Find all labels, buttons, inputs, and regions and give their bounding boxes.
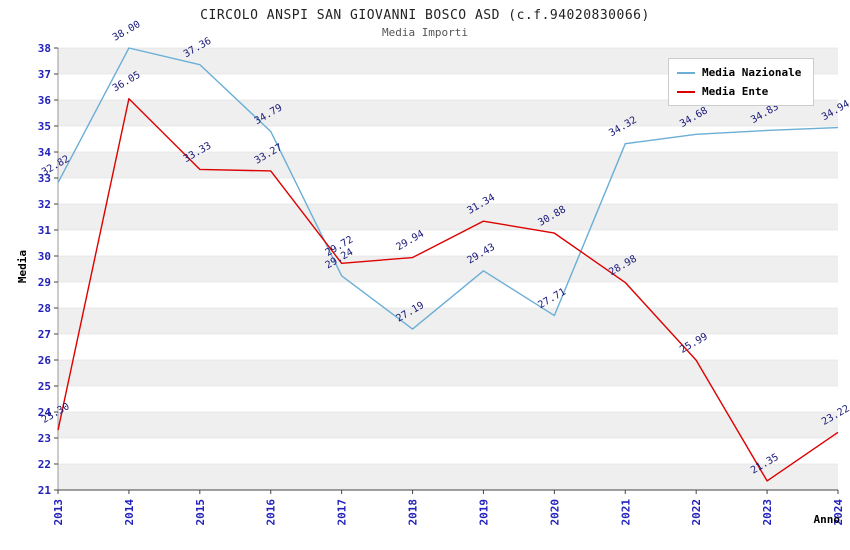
y-tick-label: 34 [38, 146, 52, 159]
x-tick-label: 2023 [761, 499, 774, 526]
x-tick-label: 2014 [123, 499, 136, 526]
plot-band [58, 464, 838, 490]
plot-band [58, 204, 838, 230]
chart-subtitle: Media Importi [381, 26, 469, 39]
legend-label: Media Nazionale [702, 66, 802, 79]
legend-line-sample-red [677, 90, 695, 93]
plot-band [58, 386, 838, 412]
x-tick-label: 2019 [477, 499, 490, 526]
media-ente-line [57, 97, 839, 482]
y-tick-label: 38 [38, 42, 51, 55]
x-tick-label: 2021 [619, 499, 632, 526]
y-tick-label: 22 [38, 458, 51, 471]
x-tick-label: 2016 [265, 499, 278, 526]
y-tick-label: 35 [38, 120, 51, 133]
y-tick-label: 30 [38, 250, 51, 263]
x-tick-label: 2020 [548, 499, 561, 526]
y-tick-label: 36 [38, 94, 52, 107]
plot-band [58, 334, 838, 360]
y-tick-label: 24 [38, 406, 52, 419]
y-tick-label: 21 [38, 484, 52, 497]
media-nazionale-line [57, 47, 839, 330]
y-tick-label: 32 [38, 198, 51, 211]
y-tick-label: 25 [38, 380, 51, 393]
legend: Media Nazionale Media Ente [668, 58, 814, 106]
x-tick-label: 2018 [407, 499, 420, 526]
x-axis-title: Anno [813, 513, 841, 526]
plot-band [58, 178, 838, 204]
y-tick-label: 26 [38, 354, 52, 367]
y-tick-label: 28 [38, 302, 51, 315]
plot-band [58, 438, 838, 464]
y-tick-label: 37 [38, 68, 51, 81]
plot-band [58, 282, 838, 308]
y-axis-title: Media [16, 249, 30, 284]
plot-band [58, 152, 838, 178]
y-tick-label: 27 [38, 328, 51, 341]
x-tick-label: 2022 [690, 499, 703, 526]
y-tick-label: 29 [38, 276, 51, 289]
x-tick-label: 2013 [52, 499, 65, 526]
plot-band [58, 230, 838, 256]
y-tick-label: 33 [38, 172, 51, 185]
plot-band [58, 256, 838, 282]
plot-band [58, 126, 838, 152]
plot-band [58, 412, 838, 438]
x-tick-label: 2024 [832, 499, 845, 526]
x-tick-label: 2015 [194, 499, 207, 526]
legend-label: Media Ente [702, 85, 769, 98]
plot-band [58, 360, 838, 386]
chart-title: CIRCOLO ANSPI SAN GIOVANNI BOSCO ASD (c.… [200, 8, 650, 23]
legend-item-media-nazionale: Media Nazionale [675, 63, 807, 82]
y-tick-label: 31 [38, 224, 52, 237]
plot-band [58, 308, 838, 334]
y-tick-label: 23 [38, 432, 51, 445]
x-tick-label: 2017 [336, 499, 349, 526]
legend-line-sample-blue [677, 71, 695, 74]
legend-item-media-ente: Media Ente [675, 82, 807, 101]
